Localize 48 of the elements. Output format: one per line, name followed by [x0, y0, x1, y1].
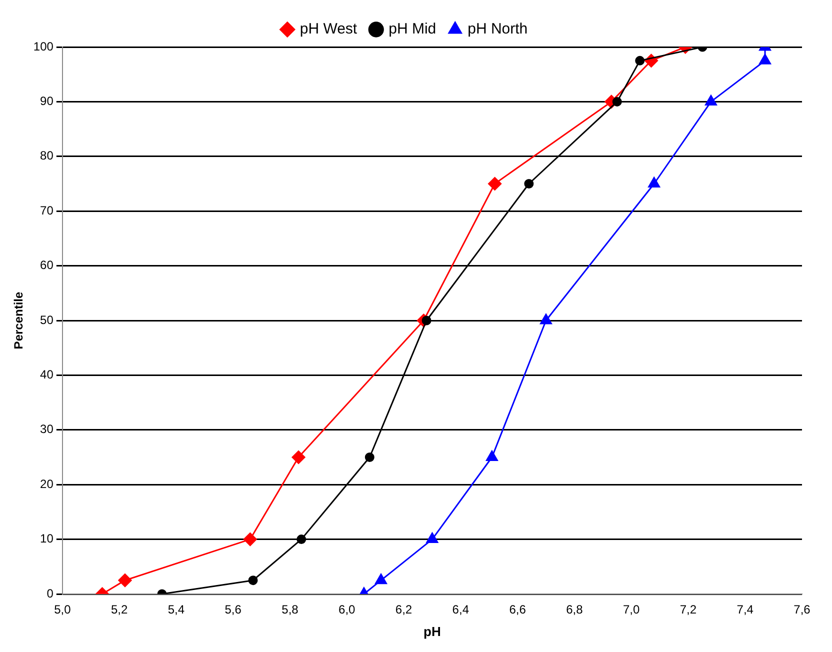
y-tick-label: 100: [33, 39, 54, 54]
x-tick-label: 6,4: [452, 602, 470, 617]
y-tick-label: 70: [40, 203, 54, 218]
x-tick-label: 7,0: [622, 602, 640, 617]
point: [705, 94, 717, 106]
x-tick-label: 6,6: [509, 602, 526, 617]
point: [422, 316, 432, 326]
point: [243, 532, 257, 546]
point: [524, 179, 534, 188]
point: [426, 532, 438, 544]
y-tick-label: 40: [40, 368, 54, 382]
point: [648, 177, 660, 188]
x-tick-label: 6,2: [395, 602, 412, 617]
point: [364, 452, 374, 462]
legend-label: pH Mid: [388, 20, 436, 38]
legend-label: pH West: [300, 20, 358, 38]
x-tick-label: 5,4: [168, 602, 185, 617]
x-tick-label: 5,0: [54, 602, 72, 617]
point: [488, 177, 502, 190]
x-axis-title: pH: [424, 624, 441, 639]
y-tick-label: 50: [40, 312, 54, 327]
point: [486, 450, 498, 461]
x-tick-label: 6,8: [566, 602, 584, 617]
y-tick-label: 10: [40, 532, 54, 546]
x-tick-label: 5,8: [282, 602, 299, 617]
point: [375, 574, 387, 584]
y-tick-label: 80: [40, 148, 54, 163]
legend-label: pH North: [468, 20, 528, 38]
x-tick-label: 5,6: [224, 602, 242, 617]
x-tick-label: 5,2: [110, 602, 128, 617]
point: [296, 534, 306, 544]
point: [759, 54, 771, 64]
y-tick-label: 90: [40, 94, 54, 108]
y-axis-title: Percentile: [12, 292, 26, 350]
x-tick-label: 7,6: [794, 602, 811, 617]
x-tick-label: 7,4: [736, 602, 754, 617]
point: [292, 450, 306, 464]
point: [635, 56, 645, 66]
y-tick-label: 20: [40, 476, 54, 491]
x-tick-label: 6,0: [338, 602, 356, 617]
point: [540, 314, 552, 324]
y-tick-label: 60: [40, 258, 54, 272]
point: [612, 96, 622, 106]
y-tick-label: 30: [40, 422, 54, 436]
point: [118, 574, 132, 588]
point: [248, 576, 258, 586]
y-tick-label: 0: [46, 586, 54, 600]
x-tick-label: 7,2: [680, 602, 697, 617]
